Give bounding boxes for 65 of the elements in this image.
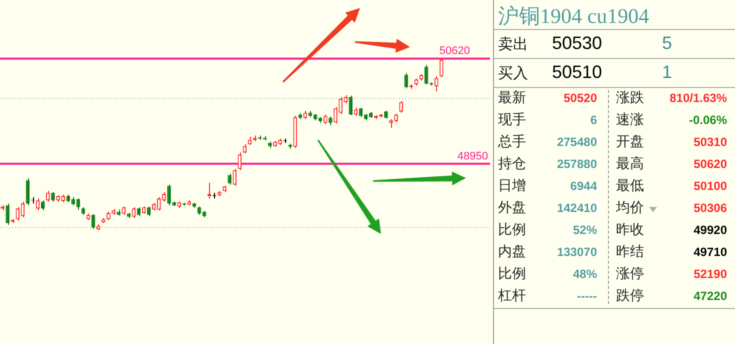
candlestick xyxy=(157,196,161,211)
text: 持仓 xyxy=(498,155,526,173)
text: 涨停 xyxy=(616,265,644,283)
text: 昨结 xyxy=(616,243,644,261)
text: 速涨 xyxy=(616,111,644,129)
text: 50100 xyxy=(694,179,727,193)
candlestick xyxy=(324,114,328,125)
text: 均价 xyxy=(616,199,644,217)
text: 48% xyxy=(572,267,597,281)
text: 涨跌 xyxy=(616,89,644,107)
text: 6 xyxy=(590,113,597,127)
candlestick xyxy=(434,76,438,92)
text: 257880 xyxy=(556,157,597,171)
text: 50520 xyxy=(564,91,597,105)
text: 日增 xyxy=(498,177,526,195)
text: 1 xyxy=(662,62,672,83)
text: 跌停 xyxy=(616,287,644,305)
text: 最新 xyxy=(498,89,526,107)
text: 52190 xyxy=(694,267,727,281)
candlestick xyxy=(228,173,232,186)
candlestick xyxy=(46,190,50,202)
text: 49710 xyxy=(694,245,727,259)
text: -0.06% xyxy=(688,113,727,127)
candlestick xyxy=(440,58,444,78)
candlestick xyxy=(338,96,342,115)
candlestick xyxy=(232,168,237,186)
text: 最低 xyxy=(616,177,644,195)
candlestick xyxy=(167,184,171,206)
text: 133070 xyxy=(556,245,597,259)
text: 总手 xyxy=(498,133,526,151)
text: 49920 xyxy=(694,223,727,237)
text: 50306 xyxy=(694,201,727,215)
text: 810/1.63% xyxy=(670,91,727,105)
text: 50620 xyxy=(694,157,727,171)
candlestick xyxy=(40,200,45,211)
text: 现手 xyxy=(498,111,526,129)
text: 6944 xyxy=(570,179,597,193)
text: 50530 xyxy=(552,33,602,54)
candlestick xyxy=(162,192,166,202)
candlestick xyxy=(51,192,55,202)
ref-line-label: 50620 xyxy=(439,45,470,58)
text: 50310 xyxy=(694,135,727,149)
text: 买入 xyxy=(498,64,528,83)
text: 外盘 xyxy=(498,199,526,217)
text: 142410 xyxy=(556,201,597,215)
text: 47220 xyxy=(694,289,727,303)
candlestick xyxy=(399,100,404,114)
text: 最高 xyxy=(616,155,644,173)
text: 内盘 xyxy=(498,243,526,261)
text: 沪铜1904 cu1904 xyxy=(498,3,650,30)
text: 50510 xyxy=(552,62,602,83)
text: ----- xyxy=(577,289,597,303)
text: 昨收 xyxy=(616,221,644,239)
candlestick xyxy=(6,203,10,226)
text: 52% xyxy=(572,223,597,237)
text: 比例 xyxy=(498,265,526,283)
text: 5 xyxy=(662,33,672,54)
ref-line-label: 48950 xyxy=(457,150,488,162)
text: 杠杆 xyxy=(498,287,526,305)
text: 开盘 xyxy=(616,133,644,151)
text: 比例 xyxy=(498,221,526,239)
text: 275480 xyxy=(556,135,597,149)
candlestick xyxy=(334,106,338,124)
text: 卖出 xyxy=(498,35,528,54)
candlestick xyxy=(207,182,212,199)
